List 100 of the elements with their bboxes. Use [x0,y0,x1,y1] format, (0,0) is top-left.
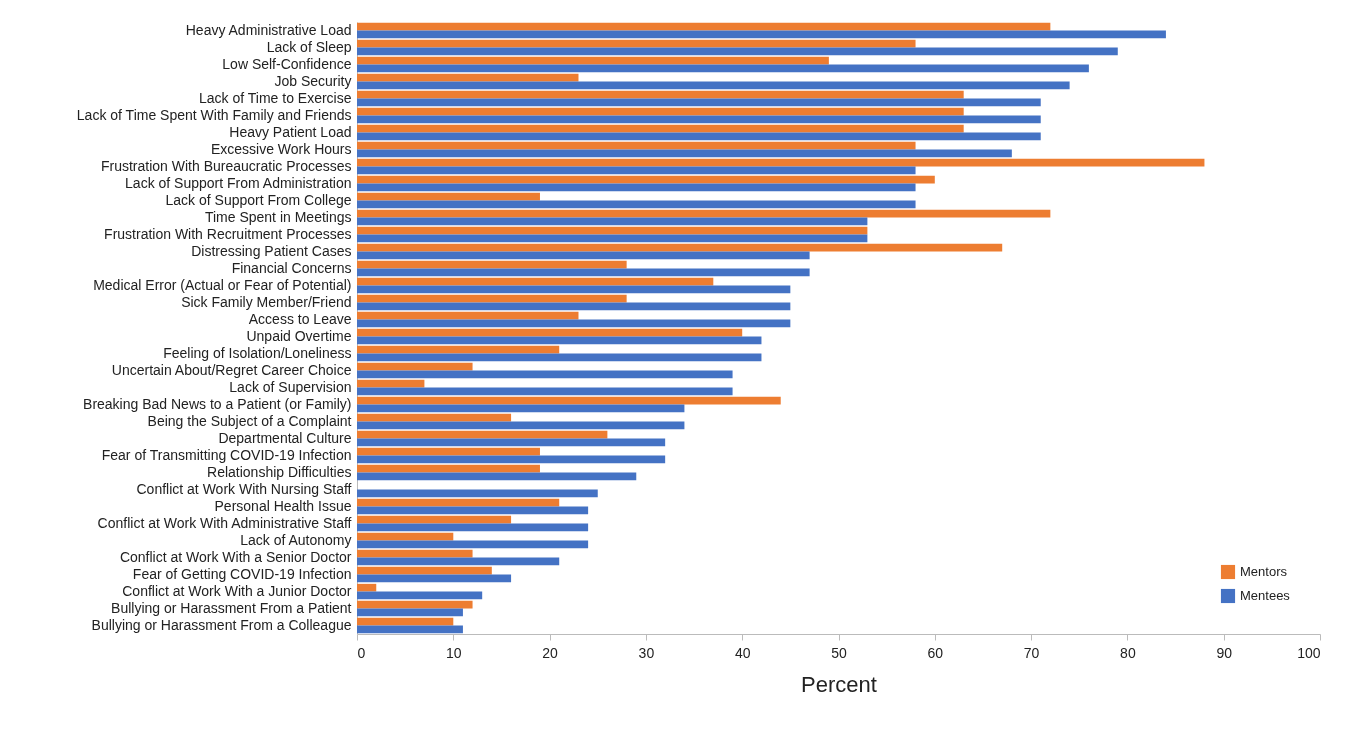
bar [357,506,589,515]
y-tick-label: Feeling of Isolation/Loneliness [163,344,352,361]
x-axis-title: Percent [801,671,877,697]
bar [357,56,829,65]
bar [357,574,512,583]
bar [357,557,560,566]
bar [357,430,608,439]
y-tick-label: Sick Family Member/Friend [181,293,352,310]
y-tick-label: Lack of Time to Exercise [198,89,352,106]
bar [357,540,589,549]
bar [357,115,1041,124]
bar [357,625,463,634]
bar [357,285,791,294]
y-tick-label: Personal Health Issue [214,497,352,514]
x-tick-label: 0 [357,644,366,661]
bar [357,39,916,48]
bar [357,81,1070,90]
y-tick-label: Heavy Patient Load [229,123,352,140]
bar [357,413,512,422]
bar [357,175,935,184]
x-tick-label: 70 [1023,644,1040,661]
bar [357,447,540,456]
x-tick-label: 80 [1120,644,1136,661]
bar [357,302,791,311]
y-tick-label: Low Self-Confidence [222,55,352,72]
y-tick-label: Frustration With Bureaucratic Processes [100,157,352,174]
bar [357,107,964,116]
bar [357,583,377,592]
bar [357,47,1118,56]
bar [357,149,1012,158]
y-tick-label: Conflict at Work With a Senior Doctor [119,548,352,565]
x-tick-label: 10 [446,644,462,661]
y-tick-label: Heavy Administrative Load [185,21,352,38]
y-tick-label: Lack of Supervision [229,378,352,395]
y-tick-label: Uncertain About/Regret Career Choice [111,361,352,378]
bar [357,90,964,99]
bar [357,260,627,269]
y-tick-label: Distressing Patient Cases [191,242,352,259]
bar [357,591,483,600]
y-tick-label: Breaking Bad News to a Patient (or Family) [83,395,352,412]
bar [357,472,637,481]
y-tick-label: Lack of Support From College [165,191,352,208]
bar [357,489,598,498]
bar [357,158,1205,167]
x-tick-label: 30 [638,644,655,661]
bar [357,226,868,235]
y-tick-label: Fear of Getting COVID-19 Infection [132,565,352,582]
bar [357,523,589,532]
bar [357,200,916,209]
bar [357,404,685,413]
y-tick-label: Bullying or Harassment From a Patient [111,599,352,616]
bar [357,294,627,303]
bar [357,124,964,133]
bar [357,141,916,150]
bar [357,379,425,388]
bar [357,132,1041,141]
legend-label: Mentors [1240,564,1288,579]
bar [357,319,791,328]
x-tick-label: 100 [1297,644,1321,661]
y-tick-label: Fear of Transmitting COVID-19 Infection [101,446,352,463]
y-tick-label: Bullying or Harassment From a Colleague [91,616,352,633]
y-tick-label: Frustration With Recruitment Processes [104,225,352,242]
y-tick-label: Excessive Work Hours [210,140,352,157]
y-tick-label: Access to Leave [248,310,352,327]
x-tick-label: 90 [1216,644,1233,661]
y-tick-label: Job Security [274,72,352,89]
bar [357,608,463,617]
y-tick-label: Medical Error (Actual or Fear of Potential) [93,276,352,293]
bar [357,353,762,362]
x-tick-label: 20 [542,644,559,661]
bar [357,455,666,464]
bar [357,566,492,575]
bar [357,396,781,405]
y-tick-label: Relationship Difficulties [207,463,352,480]
bar [357,217,868,226]
bar [357,209,1051,218]
bar [357,22,1051,31]
bar [357,328,743,337]
bar [357,277,714,286]
legend-label: Mentees [1240,588,1291,603]
bar [357,421,685,430]
bar [357,438,666,447]
bar [357,268,810,277]
y-tick-label: Financial Concerns [231,259,352,276]
bar [357,532,454,541]
y-tick-label: Time Spent in Meetings [204,208,352,225]
bar [357,515,512,524]
bar [357,464,540,473]
bar [357,617,454,626]
y-tick-label: Lack of Time Spent With Family and Friends [76,106,352,123]
bar [357,498,560,507]
bar [357,73,579,82]
bar [357,362,473,371]
y-tick-label: Departmental Culture [218,429,352,446]
bar [357,243,1003,252]
bar [357,251,810,260]
y-tick-label: Conflict at Work With Administrative Staff [97,514,352,531]
bar [357,166,916,175]
y-tick-label: Lack of Support From Administration [125,174,352,191]
bar [357,183,916,192]
